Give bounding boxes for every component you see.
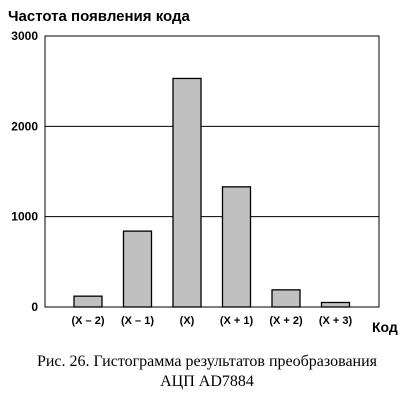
plot-frame xyxy=(44,35,380,308)
x-axis-category-labels: (X – 2) (X – 1) (X) (X + 1) (X + 2) (X + 3) xyxy=(71,315,352,327)
x-category-label: (X) xyxy=(180,315,195,327)
x-category-label: (X – 1) xyxy=(121,315,154,327)
x-category-label: (X + 2) xyxy=(269,315,303,327)
chart-title: Частота появления кода xyxy=(8,8,190,25)
bar xyxy=(73,295,103,308)
y-tick-label: 1000 xyxy=(11,210,38,224)
y-axis-tick-labels: 0 1000 2000 3000 xyxy=(11,29,38,314)
x-category-label: (X + 3) xyxy=(319,315,353,327)
figure-caption-line2: АЦП AD7884 xyxy=(160,373,254,390)
x-category-label: (X – 2) xyxy=(71,315,104,327)
bar xyxy=(271,289,301,308)
chart: Частота появления кода 0 1000 2000 3000 (X … xyxy=(8,8,398,335)
bars xyxy=(73,77,351,308)
x-axis-title: Код xyxy=(372,319,398,335)
bar xyxy=(221,186,252,308)
bar xyxy=(122,230,153,308)
y-tick-label: 0 xyxy=(31,300,38,314)
y-tick-label: 2000 xyxy=(11,119,38,133)
figure-caption-line1: Рис. 26. Гистограмма результатов преобра… xyxy=(36,353,378,370)
bar xyxy=(320,301,351,308)
y-tick-label: 3000 xyxy=(11,29,38,43)
bar xyxy=(172,77,202,308)
x-category-label: (X + 1) xyxy=(220,315,254,327)
gridlines xyxy=(45,125,379,218)
